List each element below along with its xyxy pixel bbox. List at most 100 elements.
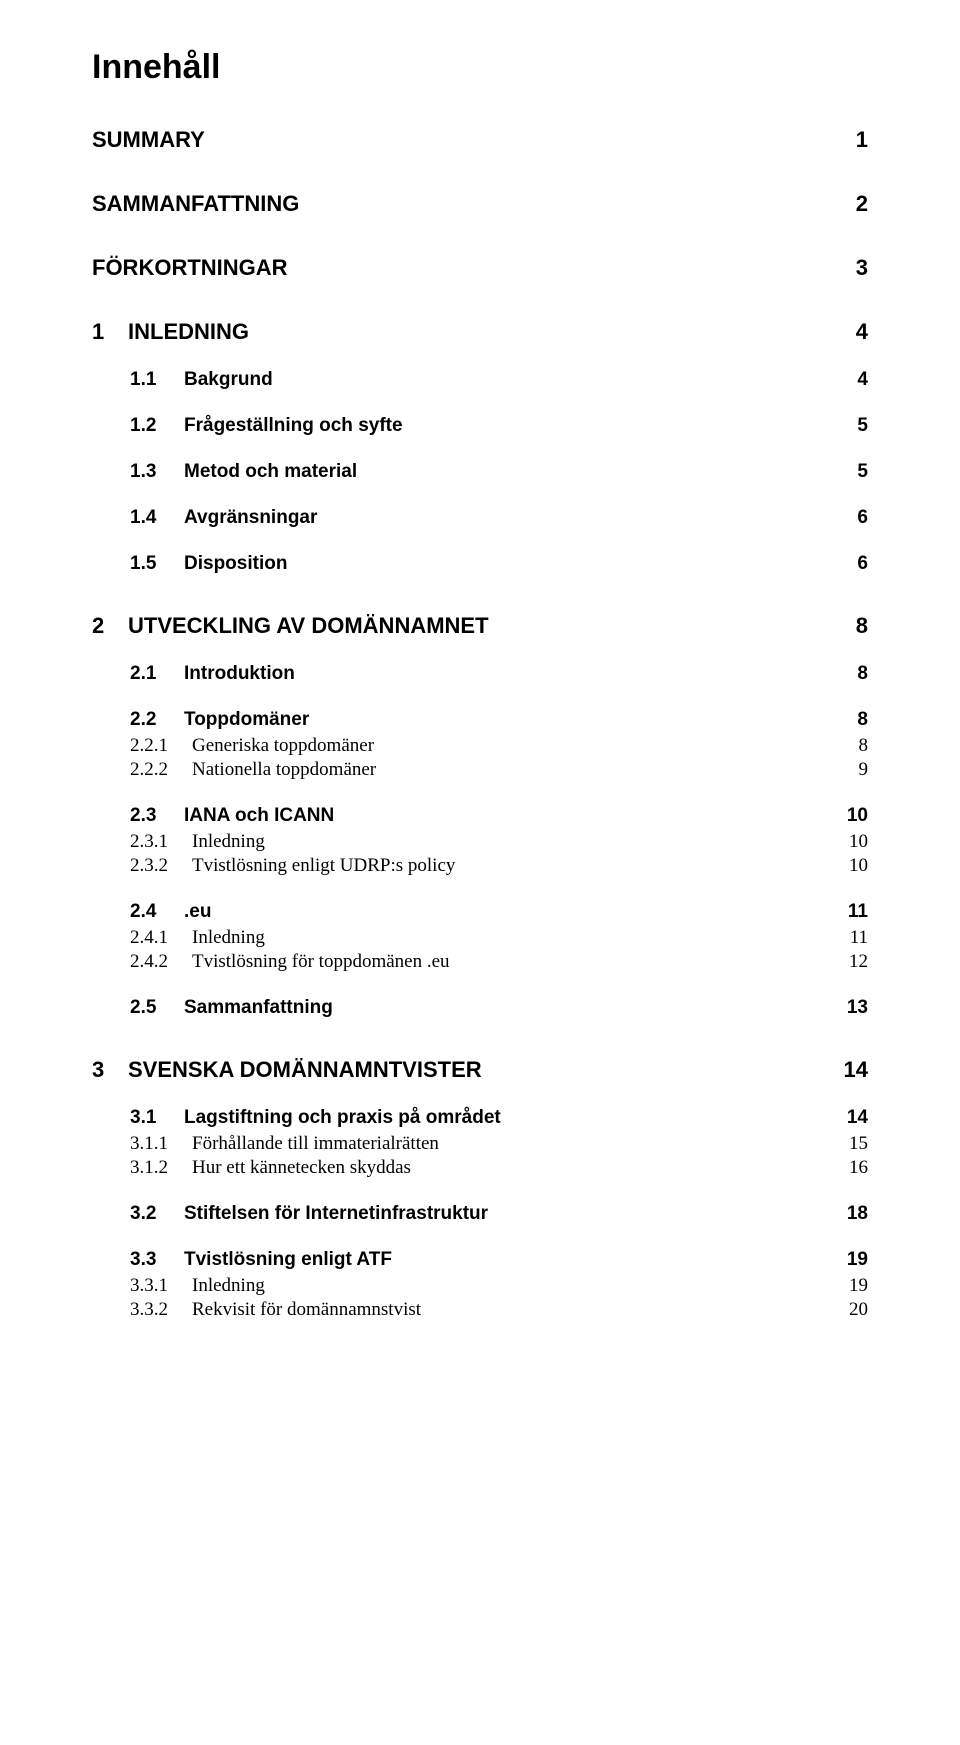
toc-entry-page: 14 <box>828 1057 868 1083</box>
page-title: Innehåll <box>92 48 868 87</box>
toc-entry-number: 2.4.2 <box>130 951 192 973</box>
toc-entry-page: 15 <box>828 1133 868 1155</box>
toc-entry-text: Rekvisit för domännamnstvist <box>192 1299 421 1320</box>
toc-entry: SUMMARY1 <box>92 127 868 153</box>
toc-entry-label: SUMMARY <box>92 127 828 153</box>
toc-entry-number: 1.2 <box>130 415 184 437</box>
toc-entry-page: 5 <box>828 461 868 483</box>
toc-entry-page: 8 <box>828 709 868 731</box>
toc-entry-number: 2.2.1 <box>130 735 192 757</box>
toc-entry-page: 10 <box>828 831 868 853</box>
toc-entry-label: 2.4.eu <box>92 901 828 923</box>
toc-entry: 1.1Bakgrund4 <box>92 369 868 391</box>
toc-entry-page: 11 <box>828 927 868 949</box>
toc-entry-label: 1INLEDNING <box>92 319 828 345</box>
toc-entry-number: 2.2.2 <box>130 759 192 781</box>
toc-entry-number: 3.3 <box>130 1249 184 1271</box>
toc-entry-number: 2.2 <box>130 709 184 731</box>
toc-entry-label: 3.3.2Rekvisit för domännamnstvist <box>92 1299 828 1321</box>
toc-entry: 1INLEDNING4 <box>92 319 868 345</box>
toc-entry: 2.3.2Tvistlösning enligt UDRP:s policy10 <box>92 855 868 877</box>
toc-entry: FÖRKORTNINGAR3 <box>92 255 868 281</box>
toc-entry-label: 2.2Toppdomäner <box>92 709 828 731</box>
toc-entry-number: 2 <box>92 613 128 639</box>
toc-entry: 2.3IANA och ICANN10 <box>92 805 868 827</box>
toc-entry-label: 3.3.1Inledning <box>92 1275 828 1297</box>
toc-entry-number: 3.3.2 <box>130 1299 192 1321</box>
toc-entry-label: 2.4.1Inledning <box>92 927 828 949</box>
toc-entry-text: Sammanfattning <box>184 997 333 1018</box>
toc-entry-text: SVENSKA DOMÄNNAMNTVISTER <box>128 1057 482 1082</box>
toc-entry-text: UTVECKLING AV DOMÄNNAMNET <box>128 613 489 638</box>
toc-entry: 2.4.2Tvistlösning för toppdomänen .eu12 <box>92 951 868 973</box>
toc-entry-number: 3 <box>92 1057 128 1083</box>
toc-entry-label: 1.2Frågeställning och syfte <box>92 415 828 437</box>
toc-entry-number: 2.4.1 <box>130 927 192 949</box>
toc-entry-label: 2.5Sammanfattning <box>92 997 828 1019</box>
toc-entry-label: 2.3.1Inledning <box>92 831 828 853</box>
toc-entry-text: .eu <box>184 901 211 922</box>
toc-entry-text: Inledning <box>192 927 265 948</box>
toc-entry: 1.2Frågeställning och syfte5 <box>92 415 868 437</box>
toc-entry-label: 3SVENSKA DOMÄNNAMNTVISTER <box>92 1057 828 1083</box>
toc-entry-text: Inledning <box>192 1275 265 1296</box>
toc-entry-text: Hur ett kännetecken skyddas <box>192 1157 411 1178</box>
toc-entry: 2.3.1Inledning10 <box>92 831 868 853</box>
toc-entry-page: 9 <box>828 759 868 781</box>
toc-entry-number: 2.3.2 <box>130 855 192 877</box>
toc-entry-text: Inledning <box>192 831 265 852</box>
toc-entry-page: 19 <box>828 1275 868 1297</box>
toc-entry: 3.3.1Inledning19 <box>92 1275 868 1297</box>
toc-entry-label: 2.3IANA och ICANN <box>92 805 828 827</box>
toc-entry-page: 13 <box>828 997 868 1019</box>
toc-entry-label: 2.2.1Generiska toppdomäner <box>92 735 828 757</box>
toc-entry: SAMMANFATTNING2 <box>92 191 868 217</box>
toc-entry-label: 2.4.2Tvistlösning för toppdomänen .eu <box>92 951 828 973</box>
toc-entry: 2.2.2Nationella toppdomäner 9 <box>92 759 868 781</box>
toc-entry-page: 8 <box>828 663 868 685</box>
toc-entry-number: 1.3 <box>130 461 184 483</box>
toc-entry-page: 4 <box>828 319 868 345</box>
toc-entry-text: Stiftelsen för Internetinfrastruktur <box>184 1203 488 1224</box>
toc-entry-page: 5 <box>828 415 868 437</box>
toc-entry-text: Tvistlösning för toppdomänen .eu <box>192 951 450 972</box>
toc-entry-text: Disposition <box>184 553 287 574</box>
toc-entry-page: 6 <box>828 507 868 529</box>
toc-entry-page: 16 <box>828 1157 868 1179</box>
toc-entry: 2.2Toppdomäner8 <box>92 709 868 731</box>
toc-entry-text: Nationella toppdomäner <box>192 759 376 780</box>
toc-entry: 3.3Tvistlösning enligt ATF19 <box>92 1249 868 1271</box>
toc-entry: 3.3.2Rekvisit för domännamnstvist20 <box>92 1299 868 1321</box>
toc-entry-page: 2 <box>828 191 868 217</box>
toc-entry-number: 3.1.1 <box>130 1133 192 1155</box>
toc-entry: 3.1.2Hur ett kännetecken skyddas16 <box>92 1157 868 1179</box>
toc-entry: 1.5Disposition6 <box>92 553 868 575</box>
toc-entry-page: 4 <box>828 369 868 391</box>
toc-entry-page: 1 <box>828 127 868 153</box>
toc-entry: 3.1Lagstiftning och praxis på området14 <box>92 1107 868 1129</box>
toc-entry: 3.2Stiftelsen för Internetinfrastruktur1… <box>92 1203 868 1225</box>
toc-entry-number: 3.1 <box>130 1107 184 1129</box>
toc-entry: 2.2.1Generiska toppdomäner8 <box>92 735 868 757</box>
toc-entry-label: 1.3Metod och material <box>92 461 828 483</box>
toc-entry-number: 2.3 <box>130 805 184 827</box>
toc-entry-page: 10 <box>828 855 868 877</box>
toc-entry-page: 3 <box>828 255 868 281</box>
toc-entry-label: 2UTVECKLING AV DOMÄNNAMNET <box>92 613 828 639</box>
toc-entry-text: Bakgrund <box>184 369 273 390</box>
toc-entry-number: 1.1 <box>130 369 184 391</box>
toc-entry: 2UTVECKLING AV DOMÄNNAMNET8 <box>92 613 868 639</box>
table-of-contents: SUMMARY1 SAMMANFATTNING2 FÖRKORTNINGAR3 1IN… <box>92 127 868 1321</box>
toc-entry: 3SVENSKA DOMÄNNAMNTVISTER14 <box>92 1057 868 1083</box>
toc-entry: 2.4.1Inledning11 <box>92 927 868 949</box>
toc-entry: 3.1.1Förhållande till immaterialrätten15 <box>92 1133 868 1155</box>
toc-entry-page: 8 <box>828 735 868 757</box>
toc-entry-text: Lagstiftning och praxis på området <box>184 1107 501 1128</box>
toc-entry-text: Frågeställning och syfte <box>184 415 403 436</box>
toc-entry-text: Avgränsningar <box>184 507 317 528</box>
toc-entry-label: 2.3.2Tvistlösning enligt UDRP:s policy <box>92 855 828 877</box>
toc-entry-label: 1.1Bakgrund <box>92 369 828 391</box>
toc-entry-text: Tvistlösning enligt ATF <box>184 1249 392 1270</box>
toc-entry-number: 3.3.1 <box>130 1275 192 1297</box>
toc-entry-label: 3.2Stiftelsen för Internetinfrastruktur <box>92 1203 828 1225</box>
